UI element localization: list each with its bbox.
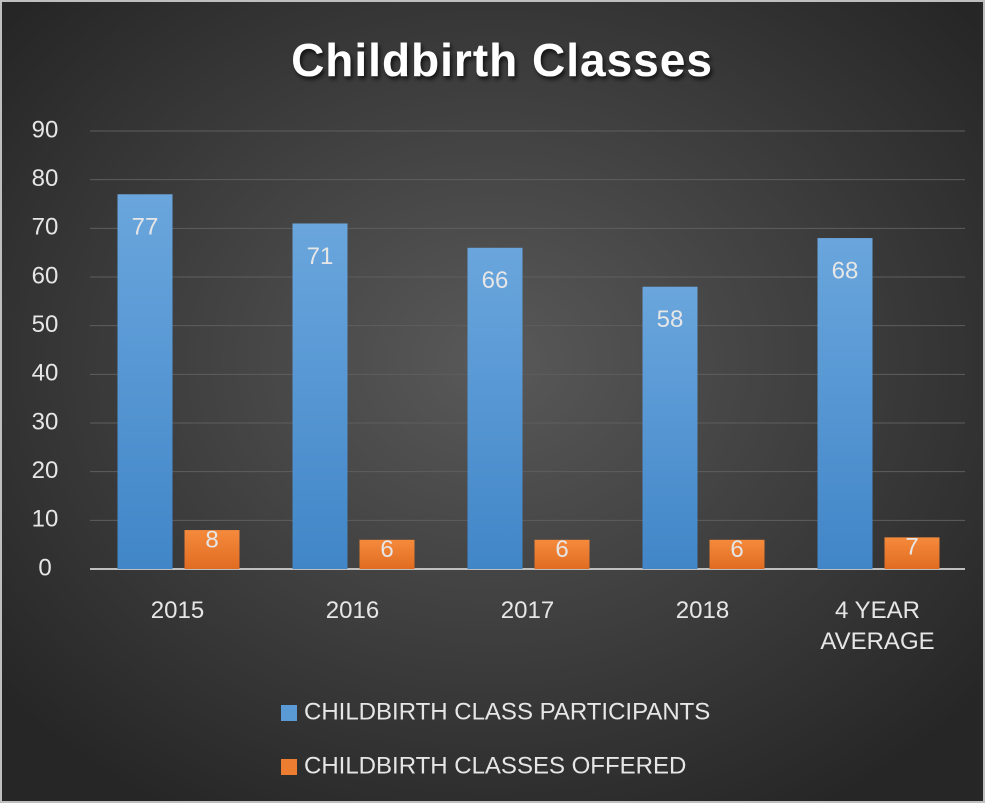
data-label: 58 (657, 306, 684, 333)
bar (884, 537, 940, 569)
bar (467, 247, 523, 570)
bar (709, 539, 765, 569)
bar (292, 223, 348, 569)
y-tick-label: 40 (32, 360, 59, 387)
legend-label: CHILDBIRTH CLASSES OFFERED (304, 752, 686, 779)
bar (817, 238, 873, 570)
y-tick-label: 10 (32, 506, 59, 533)
data-label: 71 (307, 243, 334, 270)
legend-swatch (281, 759, 297, 775)
y-tick-label: 50 (32, 311, 59, 338)
y-tick-label: 20 (32, 457, 59, 484)
x-tick-label: 2018 (675, 597, 730, 624)
data-label: 6 (380, 536, 393, 563)
data-label: 77 (132, 214, 159, 241)
data-label: 8 (205, 526, 218, 553)
bar (359, 539, 415, 569)
y-tick-label: 80 (32, 165, 59, 192)
data-label: 7 (905, 534, 918, 561)
data-label: 6 (730, 536, 743, 563)
legend-label: CHILDBIRTH CLASS PARTICIPANTS (304, 698, 710, 725)
bar (642, 286, 698, 569)
x-tick-label: 2016 (325, 597, 380, 624)
x-tick-label: 2017 (500, 597, 555, 624)
bar (184, 530, 240, 569)
legend-swatch (281, 705, 297, 721)
y-tick-label: 60 (32, 262, 59, 289)
data-label: 68 (832, 257, 859, 284)
x-tick-label: 2015 (150, 597, 205, 624)
x-tick-label: 4 YEAR AVERAGE (820, 597, 935, 655)
y-tick-label: 0 (38, 554, 51, 581)
bar (534, 539, 590, 569)
chart-title: Childbirth Classes (291, 34, 713, 86)
data-label: 66 (482, 267, 509, 294)
y-tick-label: 70 (32, 214, 59, 241)
y-tick-label: 30 (32, 408, 59, 435)
data-label: 6 (555, 536, 568, 563)
y-tick-label: 90 (32, 116, 59, 143)
bar (117, 194, 173, 569)
